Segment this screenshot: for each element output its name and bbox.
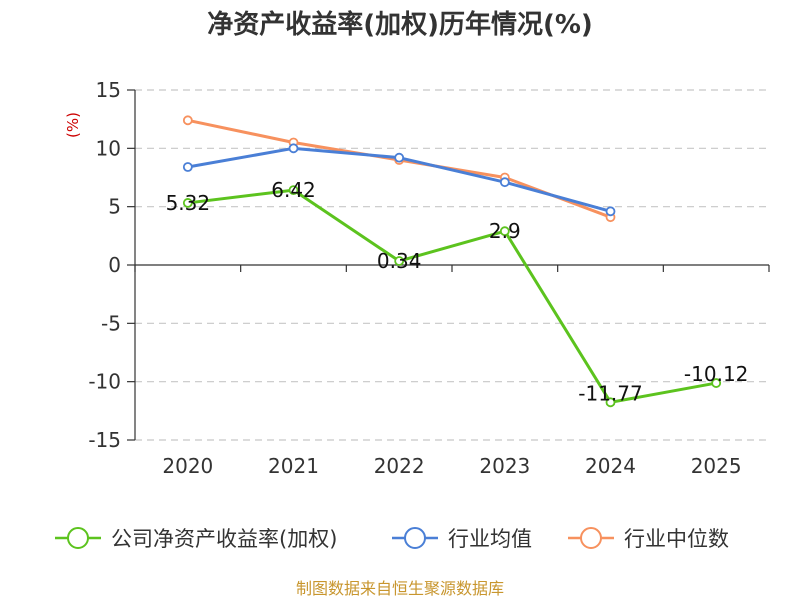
legend-label: 行业中位数 (624, 527, 729, 551)
series-line (187, 118, 612, 219)
data-label: 5.32 (166, 191, 211, 215)
source-note: 制图数据来自恒生聚源数据库 (296, 579, 504, 598)
data-label: 2.9 (489, 219, 521, 243)
x-tick-label: 2025 (691, 454, 742, 478)
series-0 (182, 185, 722, 408)
series-layer (182, 115, 722, 408)
data-label: 0.34 (377, 249, 422, 273)
series-line (187, 188, 717, 404)
x-tick-label: 2021 (268, 454, 319, 478)
y-tick-label: 15 (96, 78, 121, 102)
y-tick-label: -10 (88, 370, 121, 394)
data-point (288, 185, 299, 196)
data-point (499, 177, 510, 188)
data-point (394, 152, 405, 163)
chart-title: 净资产收益率(加权)历年情况(%) (207, 9, 593, 40)
x-tick-label: 2020 (162, 454, 213, 478)
legend-label: 行业均值 (448, 527, 532, 551)
legend-item: 公司净资产收益率(加权) (55, 527, 337, 551)
y-tick-label: 5 (108, 195, 121, 219)
data-point (394, 256, 405, 266)
legend-item: 行业中位数 (568, 527, 729, 551)
data-point (182, 115, 193, 126)
legend-marker (67, 527, 89, 549)
data-point (711, 378, 722, 388)
series-2 (182, 115, 616, 223)
data-point (182, 198, 193, 208)
data-labels: 5.32 6.42 0.34 2.9 -11.77 -10.12 (166, 178, 749, 405)
axes: 15 10 5 0 -5 -10 -15 2020 2021 2022 2023 2024 2025 (88, 78, 770, 478)
legend-marker (580, 527, 602, 549)
data-point (182, 162, 193, 172)
data-point (288, 143, 299, 154)
x-tick-label: 2023 (479, 454, 530, 478)
data-label: -11.77 (578, 381, 642, 405)
data-point (605, 397, 616, 408)
series-1 (182, 143, 616, 217)
data-label: -10.12 (684, 362, 748, 386)
data-point (499, 226, 510, 237)
x-tick-label: 2024 (585, 454, 636, 478)
data-label: 6.42 (271, 178, 316, 202)
data-point (605, 206, 616, 217)
legend: 公司净资产收益率(加权) 行业均值 行业中位数 (55, 527, 729, 551)
x-tick-label: 2022 (374, 454, 425, 478)
y-tick-label: 10 (96, 136, 121, 160)
legend-marker (404, 527, 426, 549)
legend-label: 公司净资产收益率(加权) (111, 527, 337, 551)
y-tick-label: -5 (101, 311, 121, 335)
y-tick-label: 0 (108, 253, 121, 277)
grid-lines (135, 89, 769, 441)
y-tick-label: -15 (88, 428, 121, 452)
y-axis-label: (%) (64, 112, 82, 138)
legend-item: 行业均值 (392, 527, 532, 551)
